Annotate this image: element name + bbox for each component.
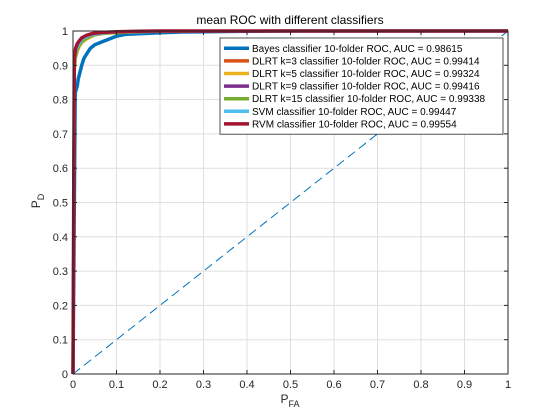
legend-box	[219, 37, 504, 135]
ticks	[72, 30, 509, 375]
y-tick-label-3: 0.3	[53, 266, 68, 278]
x-axis-label: PFA	[280, 392, 299, 409]
legend-label-0: Bayes classifier 10-folder ROC, AUC = 0.…	[252, 44, 463, 55]
legend-label-2: DLRT k=5 classifier 10-folder ROC, AUC =…	[252, 69, 480, 80]
x-tick-label-2: 0.2	[152, 379, 167, 391]
x-tick-label-8: 0.8	[413, 379, 428, 391]
legend-label-4: DLRT k=15 classifier 10-folder ROC, AUC …	[252, 94, 486, 105]
x-tick-label-10: 1	[505, 379, 511, 391]
chart-title: mean ROC with different classifiers	[196, 13, 383, 27]
x-tick-label-4: 0.4	[239, 379, 254, 391]
x-axis-label-main: P	[280, 392, 288, 406]
legend: Bayes classifier 10-folder ROC, AUC = 0.…	[219, 37, 504, 135]
legend-label-5: SVM classifier 10-folder ROC, AUC = 0.99…	[252, 107, 457, 118]
x-tick-label-1: 0.1	[109, 379, 124, 391]
y-tick-label-0: 0	[62, 369, 68, 381]
y-tick-label-4: 0.4	[53, 232, 68, 244]
y-tick-label-6: 0.6	[53, 163, 68, 175]
y-tick-label-2: 0.2	[53, 300, 68, 312]
y-tick-label-9: 0.9	[53, 60, 68, 72]
y-tick-label-7: 0.7	[53, 129, 68, 141]
y-tick-label-1: 0.1	[53, 335, 68, 347]
x-axis-label-sub: FA	[289, 399, 300, 409]
legend-label-3: DLRT k=9 classifier 10-folder ROC, AUC =…	[252, 82, 480, 93]
y-tick-label-5: 0.5	[53, 198, 68, 210]
tick-labels: 0 0.1 0.2 0.3 0.4 0.5 0.6 0.7 0.8 0.9 1 0 0.1 0.2 0.3 0…	[53, 26, 511, 391]
x-tick-label-0: 0	[70, 379, 76, 391]
x-tick-label-5: 0.5	[283, 379, 298, 391]
y-axis-label-sub: D	[36, 193, 46, 200]
x-tick-label-9: 0.9	[457, 379, 472, 391]
x-tick-label-3: 0.3	[196, 379, 211, 391]
x-tick-label-7: 0.7	[370, 379, 385, 391]
y-tick-label-8: 0.8	[53, 95, 68, 107]
chance-line	[72, 30, 509, 375]
y-axis-label: PD	[29, 193, 46, 208]
y-axis-label-main: P	[29, 200, 43, 208]
legend-label-1: DLRT k=3 classifier 10-folder ROC, AUC =…	[252, 56, 480, 67]
legend-label-6: RVM classifier 10-folder ROC, AUC = 0.99…	[252, 119, 457, 130]
x-tick-label-6: 0.6	[326, 379, 341, 391]
y-tick-label-10: 1	[62, 26, 68, 38]
